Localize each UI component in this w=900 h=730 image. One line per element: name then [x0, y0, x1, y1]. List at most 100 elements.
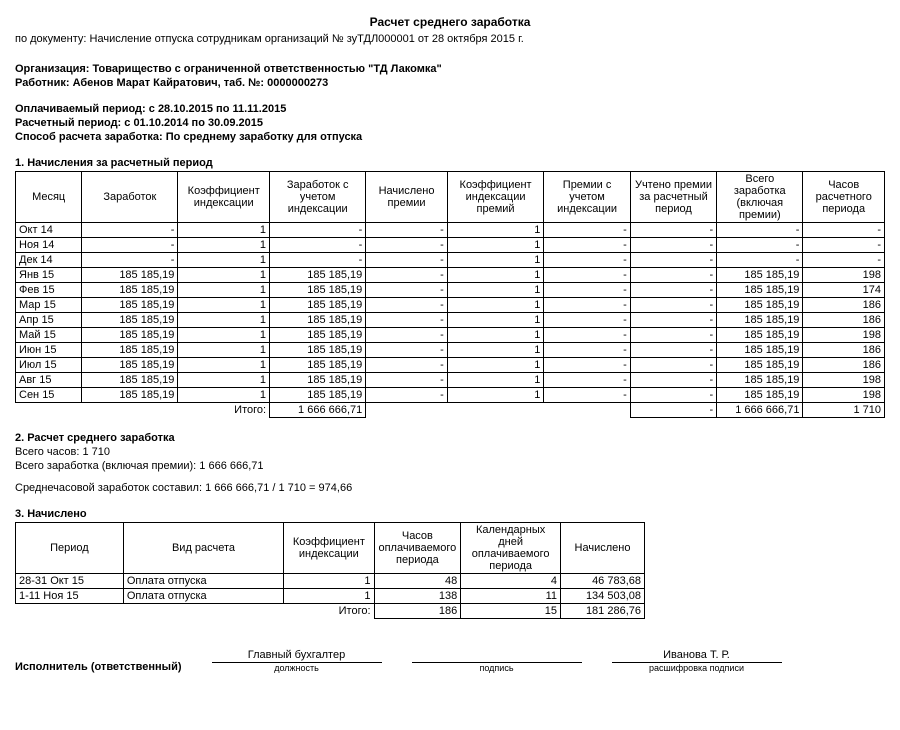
cell: 1 — [284, 589, 374, 604]
cell: 185 185,19 — [82, 298, 178, 313]
cell: - — [366, 283, 448, 298]
table-row: Май 15185 185,191185 185,19-1--185 185,1… — [16, 328, 885, 343]
accruals-table: МесяцЗаработокКоэффициент индексацииЗара… — [15, 171, 885, 418]
cell: 186 — [803, 343, 885, 358]
cell: 1 — [447, 223, 544, 238]
cell: 1 — [447, 298, 544, 313]
table-row: Дек 14-1--1---- — [16, 253, 885, 268]
cell: 4 — [461, 574, 561, 589]
cell: 185 185,19 — [270, 283, 366, 298]
total-label: Итого: — [178, 403, 270, 418]
cell: - — [270, 238, 366, 253]
t1-col-header: Заработок с учетом индексации — [270, 172, 366, 223]
table-row: Окт 14-1--1---- — [16, 223, 885, 238]
cell: Июл 15 — [16, 358, 82, 373]
pay-period-value: с 28.10.2015 по 11.11.2015 — [149, 103, 287, 115]
cell: - — [366, 328, 448, 343]
section1-header: 1. Начисления за расчетный период — [15, 157, 885, 169]
cell: - — [717, 238, 803, 253]
cell: - — [366, 253, 448, 268]
cell: 1 — [447, 328, 544, 343]
cell: - — [630, 223, 716, 238]
cell: 1 — [178, 388, 270, 403]
cell: 185 185,19 — [270, 328, 366, 343]
cell: 185 185,19 — [717, 268, 803, 283]
cell: 198 — [803, 268, 885, 283]
cell: 185 185,19 — [270, 268, 366, 283]
cell: 185 185,19 — [82, 268, 178, 283]
t3-total-d: 15 — [461, 604, 561, 619]
cell: - — [270, 253, 366, 268]
cell: 1 — [447, 388, 544, 403]
cell: 1 — [447, 238, 544, 253]
cell: - — [544, 343, 630, 358]
t3-col-header: Начислено — [561, 523, 645, 574]
t3-col-header: Вид расчета — [123, 523, 283, 574]
cell: 185 185,19 — [82, 328, 178, 343]
t1-col-header: Всего заработка (включая премии) — [717, 172, 803, 223]
cell: 185 185,19 — [82, 283, 178, 298]
table-row: Мар 15185 185,191185 185,19-1--185 185,1… — [16, 298, 885, 313]
cell: 1 — [284, 574, 374, 589]
position-value: Главный бухгалтер — [212, 649, 382, 663]
cell: - — [366, 238, 448, 253]
table-row: Июн 15185 185,191185 185,19-1--185 185,1… — [16, 343, 885, 358]
signature-row: Исполнитель (ответственный) Главный бухг… — [15, 649, 885, 673]
cell: 1 — [447, 283, 544, 298]
cell: 1-11 Ноя 15 — [16, 589, 124, 604]
accrued-table: ПериодВид расчетаКоэффициент индексацииЧ… — [15, 522, 645, 619]
t1-col-header: Коэффициент индексации — [178, 172, 270, 223]
cell: 185 185,19 — [270, 373, 366, 388]
t3-col-header: Период — [16, 523, 124, 574]
cell: - — [630, 298, 716, 313]
executor-label: Исполнитель (ответственный) — [15, 661, 182, 673]
cell: - — [803, 223, 885, 238]
cell: 1 — [447, 373, 544, 388]
cell: - — [270, 223, 366, 238]
calc-period-label: Расчетный период: — [15, 117, 124, 129]
cell: 138 — [374, 589, 461, 604]
cell: 185 185,19 — [717, 388, 803, 403]
table-row: 28-31 Окт 15Оплата отпуска148446 783,68 — [16, 574, 645, 589]
cell: 198 — [803, 328, 885, 343]
cell: 1 — [178, 298, 270, 313]
cell: 1 — [178, 373, 270, 388]
cell: Оплата отпуска — [123, 589, 283, 604]
cell: - — [630, 313, 716, 328]
position-caption: должность — [212, 663, 382, 673]
cell: 185 185,19 — [82, 373, 178, 388]
doc-text: Начисление отпуска сотрудникам организац… — [90, 33, 524, 45]
cell: Апр 15 — [16, 313, 82, 328]
cell: 1 — [447, 313, 544, 328]
cell: 46 783,68 — [561, 574, 645, 589]
cell: - — [366, 268, 448, 283]
cell: 198 — [803, 388, 885, 403]
total-zi: 1 666 666,71 — [270, 403, 366, 418]
table-row: 1-11 Ноя 15Оплата отпуска113811134 503,0… — [16, 589, 645, 604]
cell: - — [630, 328, 716, 343]
cell: - — [630, 253, 716, 268]
name-caption: расшифровка подписи — [612, 663, 782, 673]
cell: 1 — [178, 253, 270, 268]
cell: - — [544, 358, 630, 373]
cell: - — [803, 253, 885, 268]
cell: 1 — [178, 313, 270, 328]
cell: - — [366, 313, 448, 328]
s2-line2: Всего заработка (включая премии): 1 666 … — [15, 460, 885, 472]
cell: 1 — [447, 358, 544, 373]
t3-col-header: Коэффициент индексации — [284, 523, 374, 574]
cell: - — [366, 358, 448, 373]
cell: 1 — [447, 253, 544, 268]
cell: 186 — [803, 358, 885, 373]
section3-header: 3. Начислено — [15, 508, 885, 520]
method-label: Способ расчета заработка: — [15, 131, 166, 143]
cell: 1 — [447, 343, 544, 358]
cell: 185 185,19 — [82, 313, 178, 328]
cell: 185 185,19 — [82, 343, 178, 358]
doc-prefix: по документу: — [15, 33, 90, 45]
cell: - — [366, 343, 448, 358]
cell: - — [630, 373, 716, 388]
cell: - — [82, 238, 178, 253]
method-value: По среднему заработку для отпуска — [166, 131, 363, 143]
table-row: Апр 15185 185,191185 185,19-1--185 185,1… — [16, 313, 885, 328]
